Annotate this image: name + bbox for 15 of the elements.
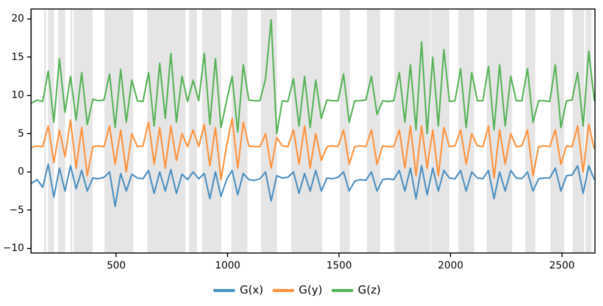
- x-tick-label: 2500: [549, 260, 575, 272]
- x-tick-label: 500: [106, 260, 126, 272]
- y-tick-label: −5: [9, 204, 24, 216]
- y-tick-label: 15: [11, 52, 24, 63]
- legend-label: G(z): [358, 283, 381, 296]
- x-tick-label: 2000: [438, 260, 464, 272]
- legend-label: G(y): [298, 283, 322, 296]
- y-tick-label: 5: [18, 128, 24, 140]
- y-tick-label: −10: [2, 243, 24, 254]
- legend-label: G(x): [240, 283, 264, 296]
- x-tick-label: 1000: [214, 260, 240, 272]
- y-tick-label: 0: [18, 166, 24, 178]
- y-tick-label: 20: [11, 14, 24, 25]
- x-tick-label: 1500: [326, 260, 352, 272]
- y-tick-label: 10: [11, 90, 24, 102]
